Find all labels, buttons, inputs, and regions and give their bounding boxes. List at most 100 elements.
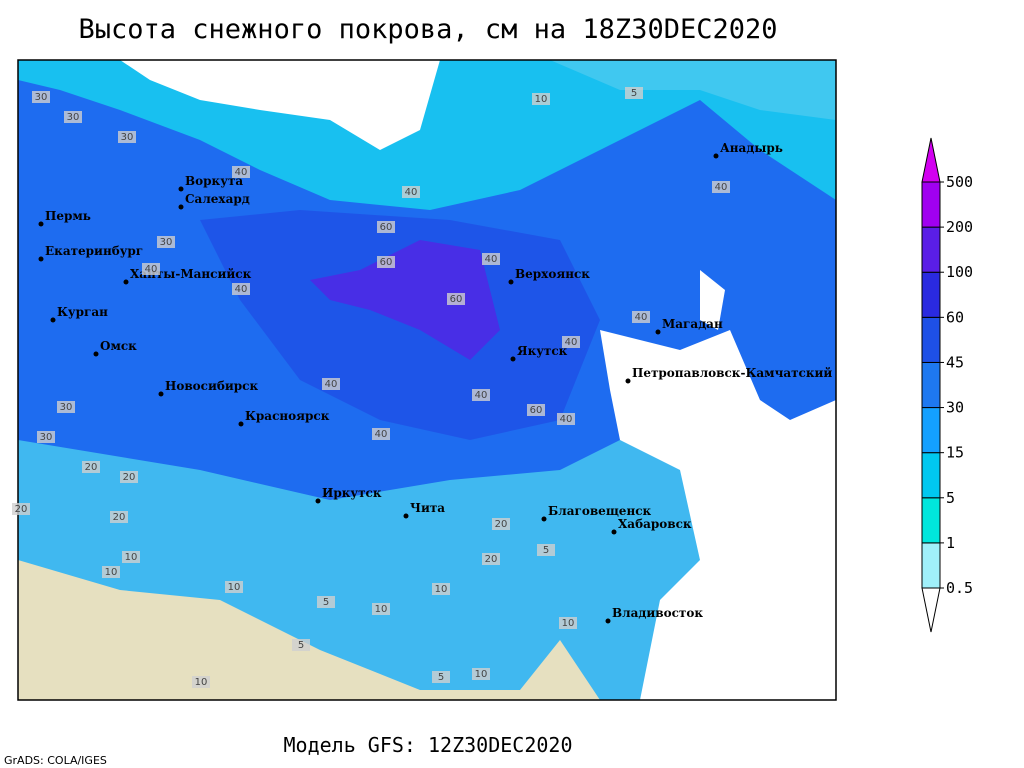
legend-color [921, 361, 941, 409]
contour-label-box [372, 603, 390, 615]
city-label: Красноярск [245, 409, 330, 423]
city-dot [541, 516, 547, 522]
contour-label-box [64, 111, 82, 123]
city-dot [611, 529, 617, 535]
city-dot [510, 356, 516, 362]
contour-label: 5 [323, 597, 329, 608]
contour-label-box [57, 401, 75, 413]
contour-label: 40 [475, 390, 488, 401]
contour-label: 40 [235, 284, 248, 295]
contour-label-box [225, 581, 243, 593]
contour-label: 20 [15, 504, 28, 515]
contour-label-box [192, 676, 210, 688]
city-label: Курган [57, 305, 108, 319]
city-label: Екатеринбург [45, 244, 143, 258]
city-dot [38, 256, 44, 262]
contour-label: 5 [438, 672, 444, 683]
contour-label: 40 [145, 264, 158, 275]
contour-label: 60 [530, 405, 543, 416]
city-label: Благовещенск [548, 504, 652, 518]
contour-label: 30 [121, 132, 134, 143]
contour-label-box [292, 639, 310, 651]
contour-label-box [492, 518, 510, 530]
contour-label-box [559, 617, 577, 629]
contour-label: 40 [325, 379, 338, 390]
legend-color [921, 587, 941, 633]
legend-color [921, 137, 941, 183]
contour-label-box [32, 91, 50, 103]
contour-label-box [557, 413, 575, 425]
contour-label: 10 [435, 584, 448, 595]
city-dot [403, 513, 409, 519]
legend-label: 15 [946, 444, 964, 462]
city-dot [38, 221, 44, 227]
city-label: Верхоянск [515, 267, 590, 281]
contour-label: 40 [375, 429, 388, 440]
contour-label-box [12, 503, 30, 515]
contour-label: 10 [375, 604, 388, 615]
contour-label: 40 [560, 414, 573, 425]
contour-label: 20 [485, 554, 498, 565]
contour-label-box [532, 93, 550, 105]
contour-label-box [232, 166, 250, 178]
city-dot [655, 329, 661, 335]
legend-label: 45 [946, 353, 964, 371]
legend-label: 100 [946, 263, 973, 281]
contour-label: 60 [380, 257, 393, 268]
city-label: Новосибирск [165, 379, 258, 393]
city-dot [178, 204, 184, 210]
contour-label-box [482, 253, 500, 265]
legend-label: 200 [946, 218, 973, 236]
contour-label-box [562, 336, 580, 348]
city-label: Пермь [45, 209, 91, 223]
contour-label-box [110, 511, 128, 523]
city-label: Якутск [517, 344, 568, 358]
contour-label: 10 [105, 567, 118, 578]
city-dot [238, 421, 244, 427]
city-label: Владивосток [612, 606, 703, 620]
contour-label-box [472, 389, 490, 401]
city-label: Магадан [662, 317, 723, 331]
city-dot [123, 279, 129, 285]
contour-label: 60 [450, 294, 463, 305]
city-label: Салехард [185, 192, 250, 206]
city-dot [625, 378, 631, 384]
title: Высота снежного покрова, см на 18Z30DEC2… [79, 14, 778, 45]
contour-label: 10 [195, 677, 208, 688]
contour-label-box [118, 131, 136, 143]
contour-label-box [527, 404, 545, 416]
city-label: Омск [100, 339, 137, 353]
legend-color [921, 407, 941, 454]
city-label: Чита [410, 501, 445, 515]
city-dot [158, 391, 164, 397]
contour-label: 40 [235, 167, 248, 178]
contour-label: 30 [60, 402, 73, 413]
contour-label-box [482, 553, 500, 565]
contour-label: 5 [631, 88, 637, 99]
credit: GrADS: COLA/IGES [4, 754, 107, 767]
legend-color [921, 226, 941, 273]
city-dot [508, 279, 514, 285]
contour-label: 20 [113, 512, 126, 523]
city-label: Хабаровск [618, 517, 692, 531]
legend-label: 1 [946, 534, 955, 552]
contour-label: 40 [715, 182, 728, 193]
city-label: Анадырь [720, 141, 783, 155]
contour-label: 20 [495, 519, 508, 530]
contour-label-box [157, 236, 175, 248]
contour-label-box [377, 256, 395, 268]
contour-label-box [102, 566, 120, 578]
contour-label: 10 [535, 94, 548, 105]
contour-label: 30 [67, 112, 80, 123]
legend-color [921, 271, 941, 318]
contour-label: 40 [565, 337, 578, 348]
contour-label-box [322, 378, 340, 390]
city-label: Ханты-Мансийск [130, 267, 252, 281]
legend-label: 60 [946, 308, 964, 326]
contour-label: 10 [228, 582, 241, 593]
contour-label: 60 [380, 222, 393, 233]
contour-label-box [82, 461, 100, 473]
contour-label-box [232, 283, 250, 295]
